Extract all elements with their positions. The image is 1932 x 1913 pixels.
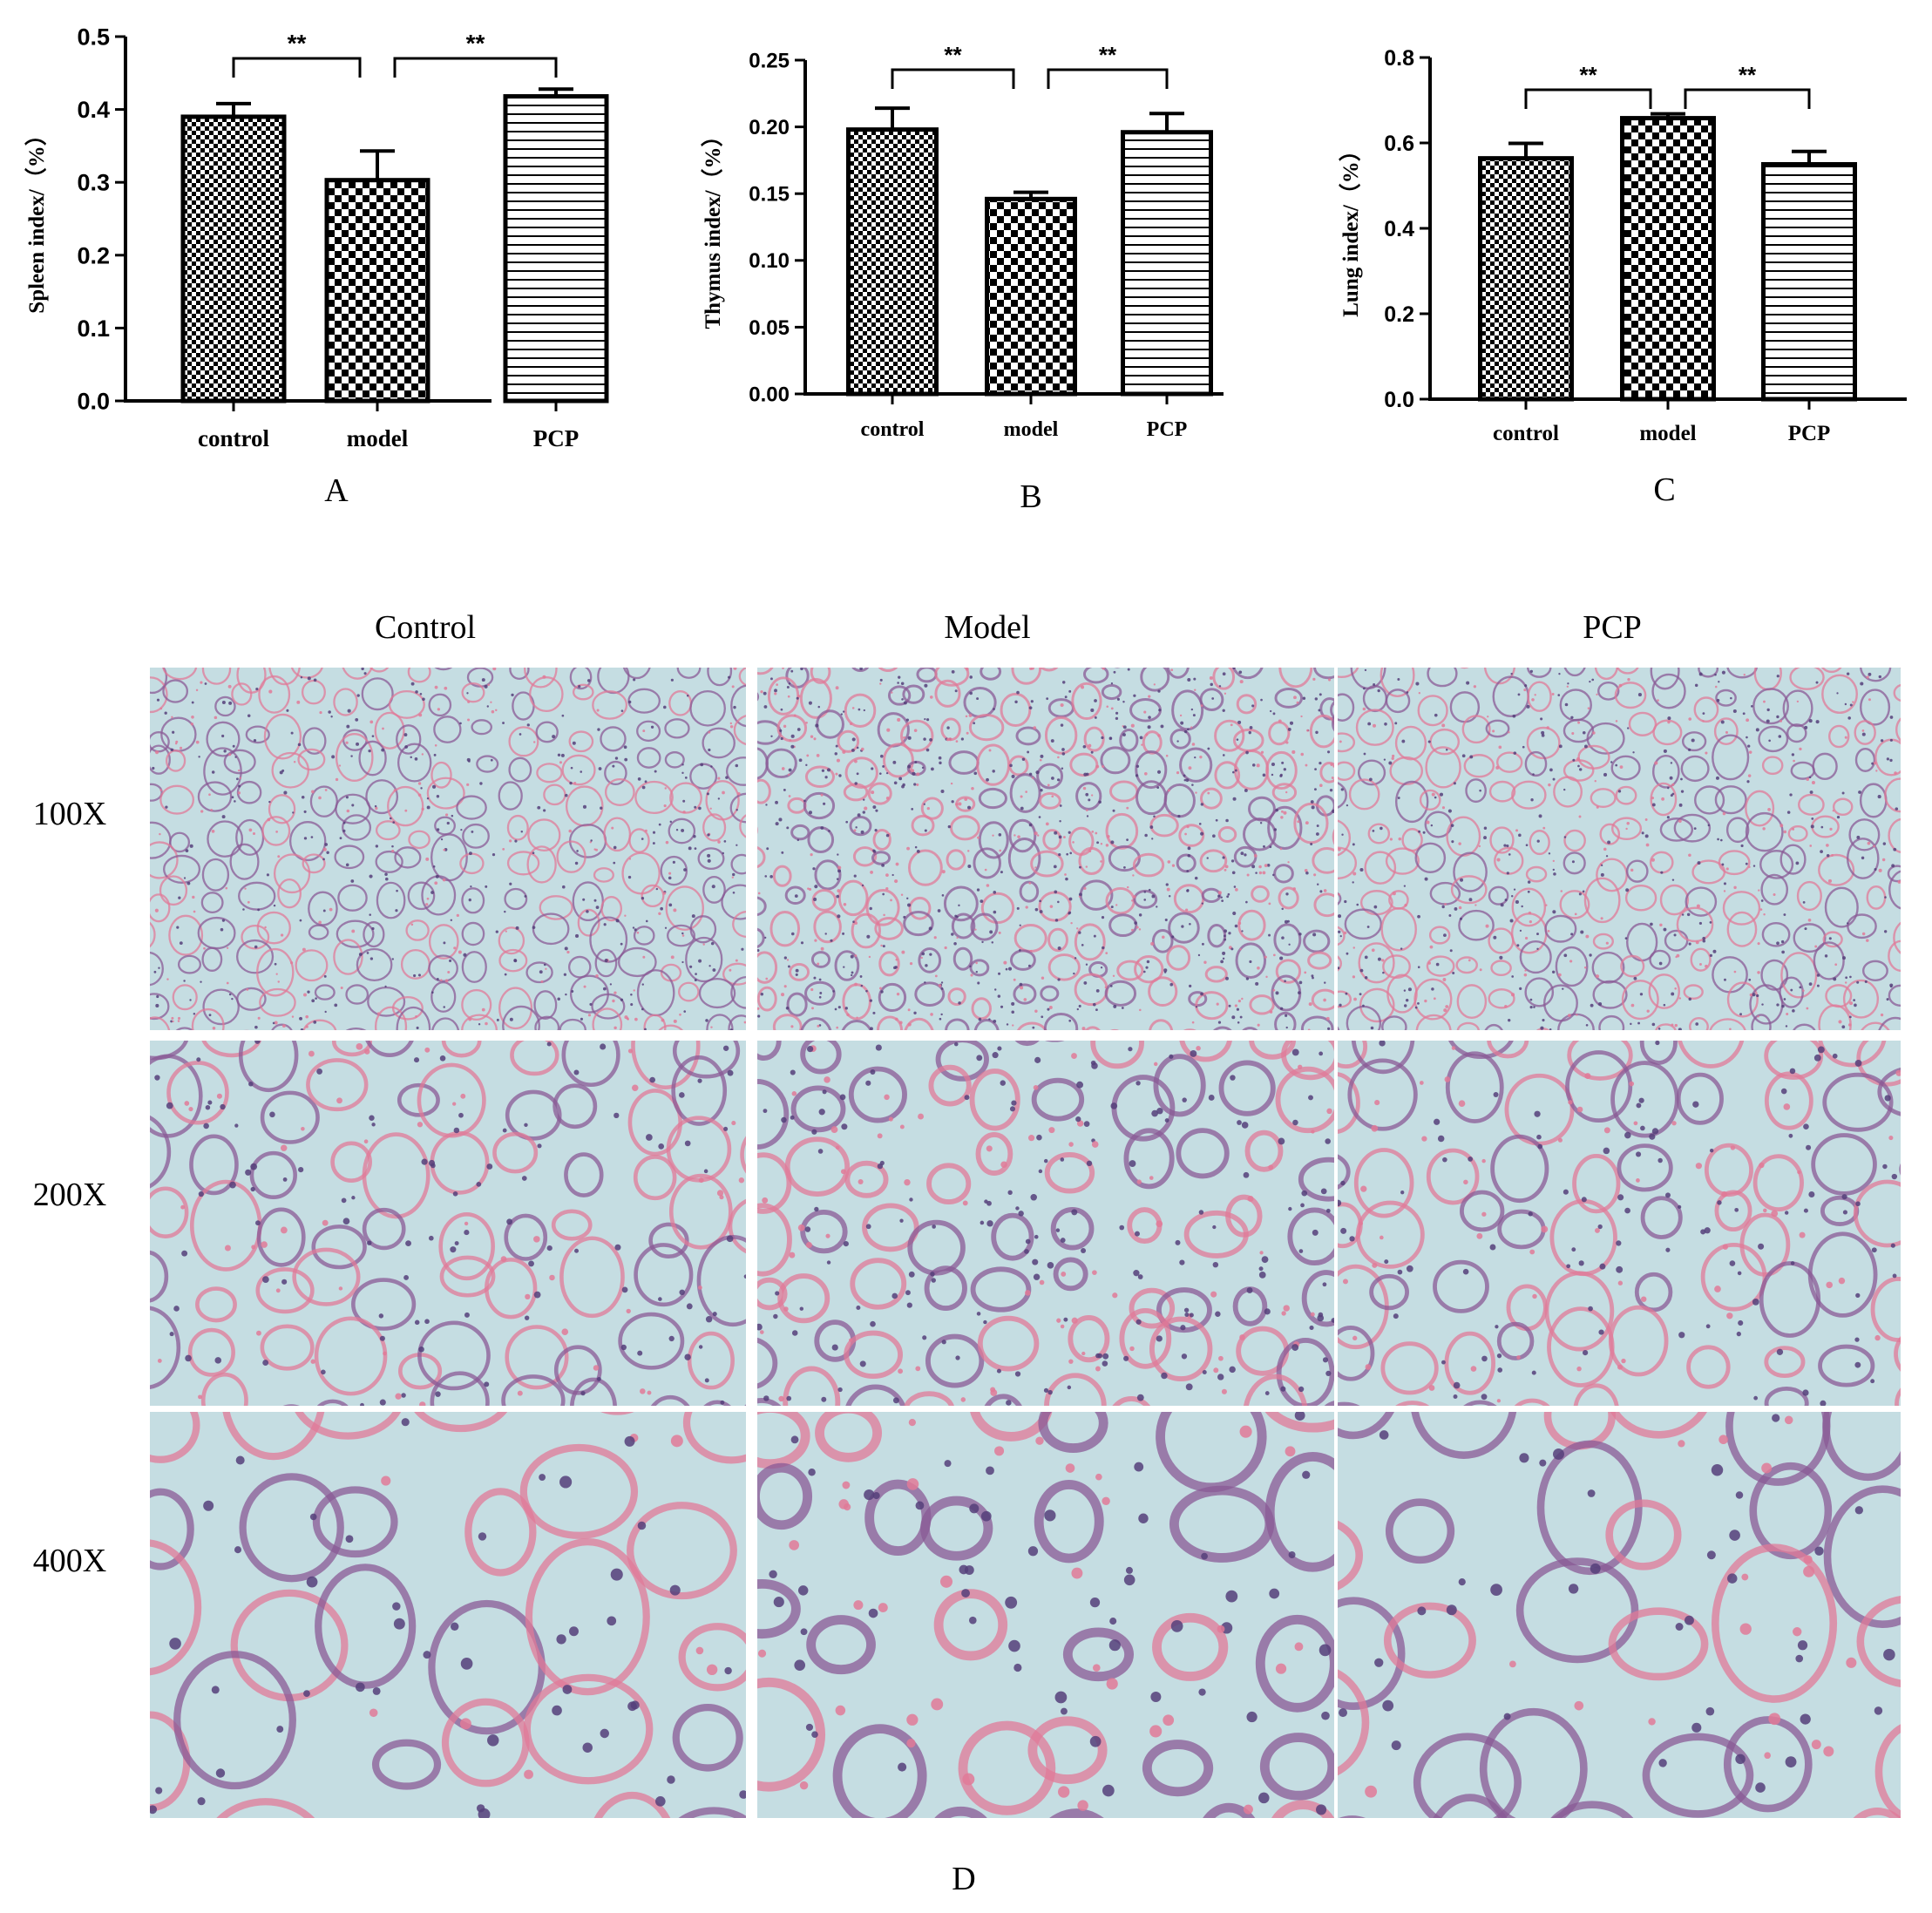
y-axis-title: Lung index/（%） [1338, 139, 1363, 317]
micrograph-pcp-400x [1338, 1412, 1901, 1818]
significance-label: ** [944, 42, 962, 68]
column-header-control: Control [375, 609, 476, 646]
y-tick-label: 0.05 [749, 316, 790, 340]
significance-bracket [393, 57, 558, 78]
bar-control [846, 127, 939, 397]
bar-model [1620, 116, 1716, 402]
significance-bracket [1684, 88, 1811, 109]
micrograph-pcp-200x [1338, 1041, 1901, 1406]
bar-pcp [1761, 162, 1857, 402]
panel-label-a: A [324, 472, 349, 509]
micrograph-model-200x [757, 1041, 1334, 1406]
y-tick-label: 0.2 [1384, 302, 1414, 327]
micrograph-model-100x [757, 668, 1334, 1030]
bar-chart-b: 0.00 0.05 0.10 0.15 0.20 0.25 Thymus index/（%）… [700, 42, 1224, 441]
category-label: model [1639, 422, 1696, 445]
micrograph-control-400x [150, 1412, 746, 1818]
micrograph-control-100x [150, 668, 746, 1030]
bar-pcp [1121, 130, 1213, 397]
histology-layer: Control Model PCP 100X 200X 400X [33, 609, 1901, 1818]
micrograph-control-200x [150, 1041, 746, 1406]
significance-label: ** [1579, 62, 1597, 88]
y-tick-label: 0.25 [749, 49, 790, 72]
category-label: model [1004, 418, 1059, 441]
column-header-pcp: PCP [1583, 609, 1642, 646]
y-tick-label: 0.00 [749, 383, 790, 406]
significance-bracket [232, 57, 362, 78]
charts-layer: 0.0 0.1 0.2 0.3 0.4 0.5 Spleen index/（%） contro… [24, 24, 1907, 451]
micrograph-model-400x [757, 1412, 1334, 1818]
column-header-model: Model [944, 609, 1030, 646]
bar-chart-c: 0.0 0.2 0.4 0.6 0.8 Lung index/（%） control mode… [1338, 46, 1907, 445]
y-tick-label: 0.2 [77, 242, 110, 268]
significance-label: ** [1099, 42, 1117, 68]
bar-control [180, 114, 287, 404]
bar-model [324, 178, 430, 404]
y-tick-label: 0.4 [1384, 217, 1414, 241]
category-label: model [347, 425, 409, 451]
y-tick-label: 0.5 [77, 24, 110, 50]
category-label: PCP [533, 425, 579, 451]
category-label: control [1493, 422, 1559, 445]
significance-label: ** [1739, 62, 1757, 88]
row-label-200x: 200X [33, 1177, 106, 1213]
category-label: control [198, 425, 269, 451]
y-tick-label: 0.3 [77, 170, 110, 196]
category-label: PCP [1788, 422, 1831, 445]
y-tick-label: 0.0 [1384, 388, 1414, 412]
micrograph-pcp-100x [1338, 668, 1901, 1030]
significance-bracket [1524, 88, 1652, 109]
y-tick-label: 0.1 [77, 315, 110, 342]
y-tick-label: 0.20 [749, 116, 790, 139]
row-label-100x: 100X [33, 796, 106, 832]
y-tick-label: 0.8 [1384, 46, 1414, 71]
category-label: PCP [1147, 418, 1188, 441]
y-tick-label: 0.10 [749, 249, 790, 273]
significance-bracket [891, 68, 1015, 89]
bar-chart-a: 0.0 0.1 0.2 0.3 0.4 0.5 Spleen index/（%） contro… [24, 24, 609, 451]
y-tick-label: 0.6 [1384, 132, 1414, 156]
y-axis-title: Spleen index/（%） [24, 124, 49, 313]
significance-label: ** [466, 30, 485, 57]
bar-model [985, 196, 1077, 397]
panel-label-d: D [952, 1861, 975, 1897]
bar-control [1478, 156, 1574, 402]
category-label: control [861, 418, 925, 441]
y-tick-label: 0.15 [749, 183, 790, 207]
bar-pcp [503, 94, 609, 404]
y-axis-title: Thymus index/（%） [700, 125, 725, 329]
panel-label-b: B [1020, 478, 1041, 515]
significance-bracket [1047, 68, 1169, 89]
micrograph-background [1338, 1041, 1901, 1406]
y-tick-label: 0.4 [77, 97, 110, 123]
panel-letters-layer: A B C D [324, 471, 1675, 1897]
row-label-400x: 400X [33, 1543, 106, 1579]
significance-label: ** [288, 30, 307, 57]
panel-label-c: C [1653, 471, 1675, 508]
y-tick-label: 0.0 [77, 388, 110, 414]
